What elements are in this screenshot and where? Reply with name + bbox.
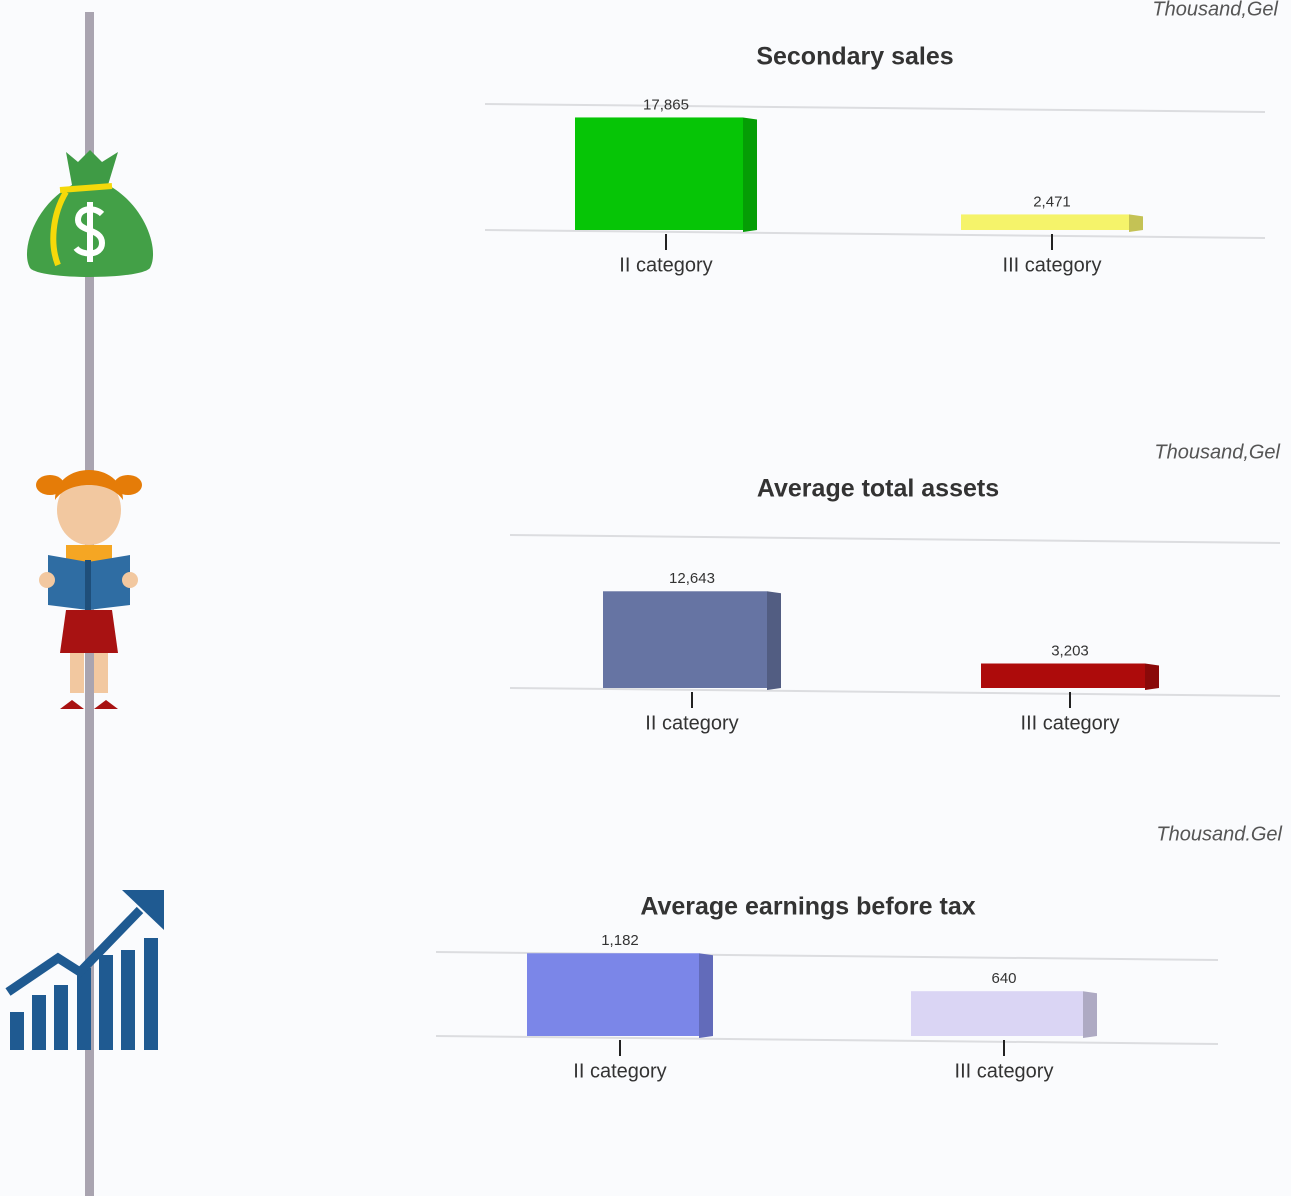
bar-side [1129,214,1143,232]
unit-note: Thousand,Gel [1154,441,1280,463]
value-label: 3,203 [1051,642,1089,659]
bar-side [699,953,713,1038]
bar [981,663,1145,688]
grid-line [484,229,1266,239]
value-label: 640 [991,970,1016,987]
bar [575,117,743,230]
value-label: 1,182 [601,932,639,949]
bar [911,991,1083,1036]
chart-title: Average earnings before tax [640,893,975,921]
grid-line [509,687,1281,697]
grid-line [435,1035,1219,1045]
chart-title: Secondary sales [756,43,953,71]
value-label: 12,643 [669,570,715,587]
bar [961,214,1129,230]
x-tick-label: II category [645,712,738,734]
bar [527,953,699,1036]
bar-side [1083,991,1097,1038]
value-label: 2,471 [1033,193,1071,210]
x-tick-label: III category [955,1060,1054,1082]
bar-side [1145,663,1159,690]
unit-note: Thousand.Gel [1156,823,1282,845]
money-bag-icon [26,150,154,277]
grid-line [509,534,1281,544]
x-tick-label: II category [573,1060,666,1082]
bar-side [767,591,781,690]
chart-title: Average total assets [757,475,999,503]
growth-chart-icon [5,890,164,1050]
x-tick-label: II category [619,254,712,276]
value-label: 17,865 [643,96,689,113]
grid-line [484,103,1266,113]
x-tick-label: III category [1003,254,1102,276]
bar-side [743,117,757,232]
unit-note: Thousand,Gel [1152,0,1278,20]
bar [603,591,767,688]
x-tick-label: III category [1021,712,1120,734]
girl-icon [36,470,142,709]
